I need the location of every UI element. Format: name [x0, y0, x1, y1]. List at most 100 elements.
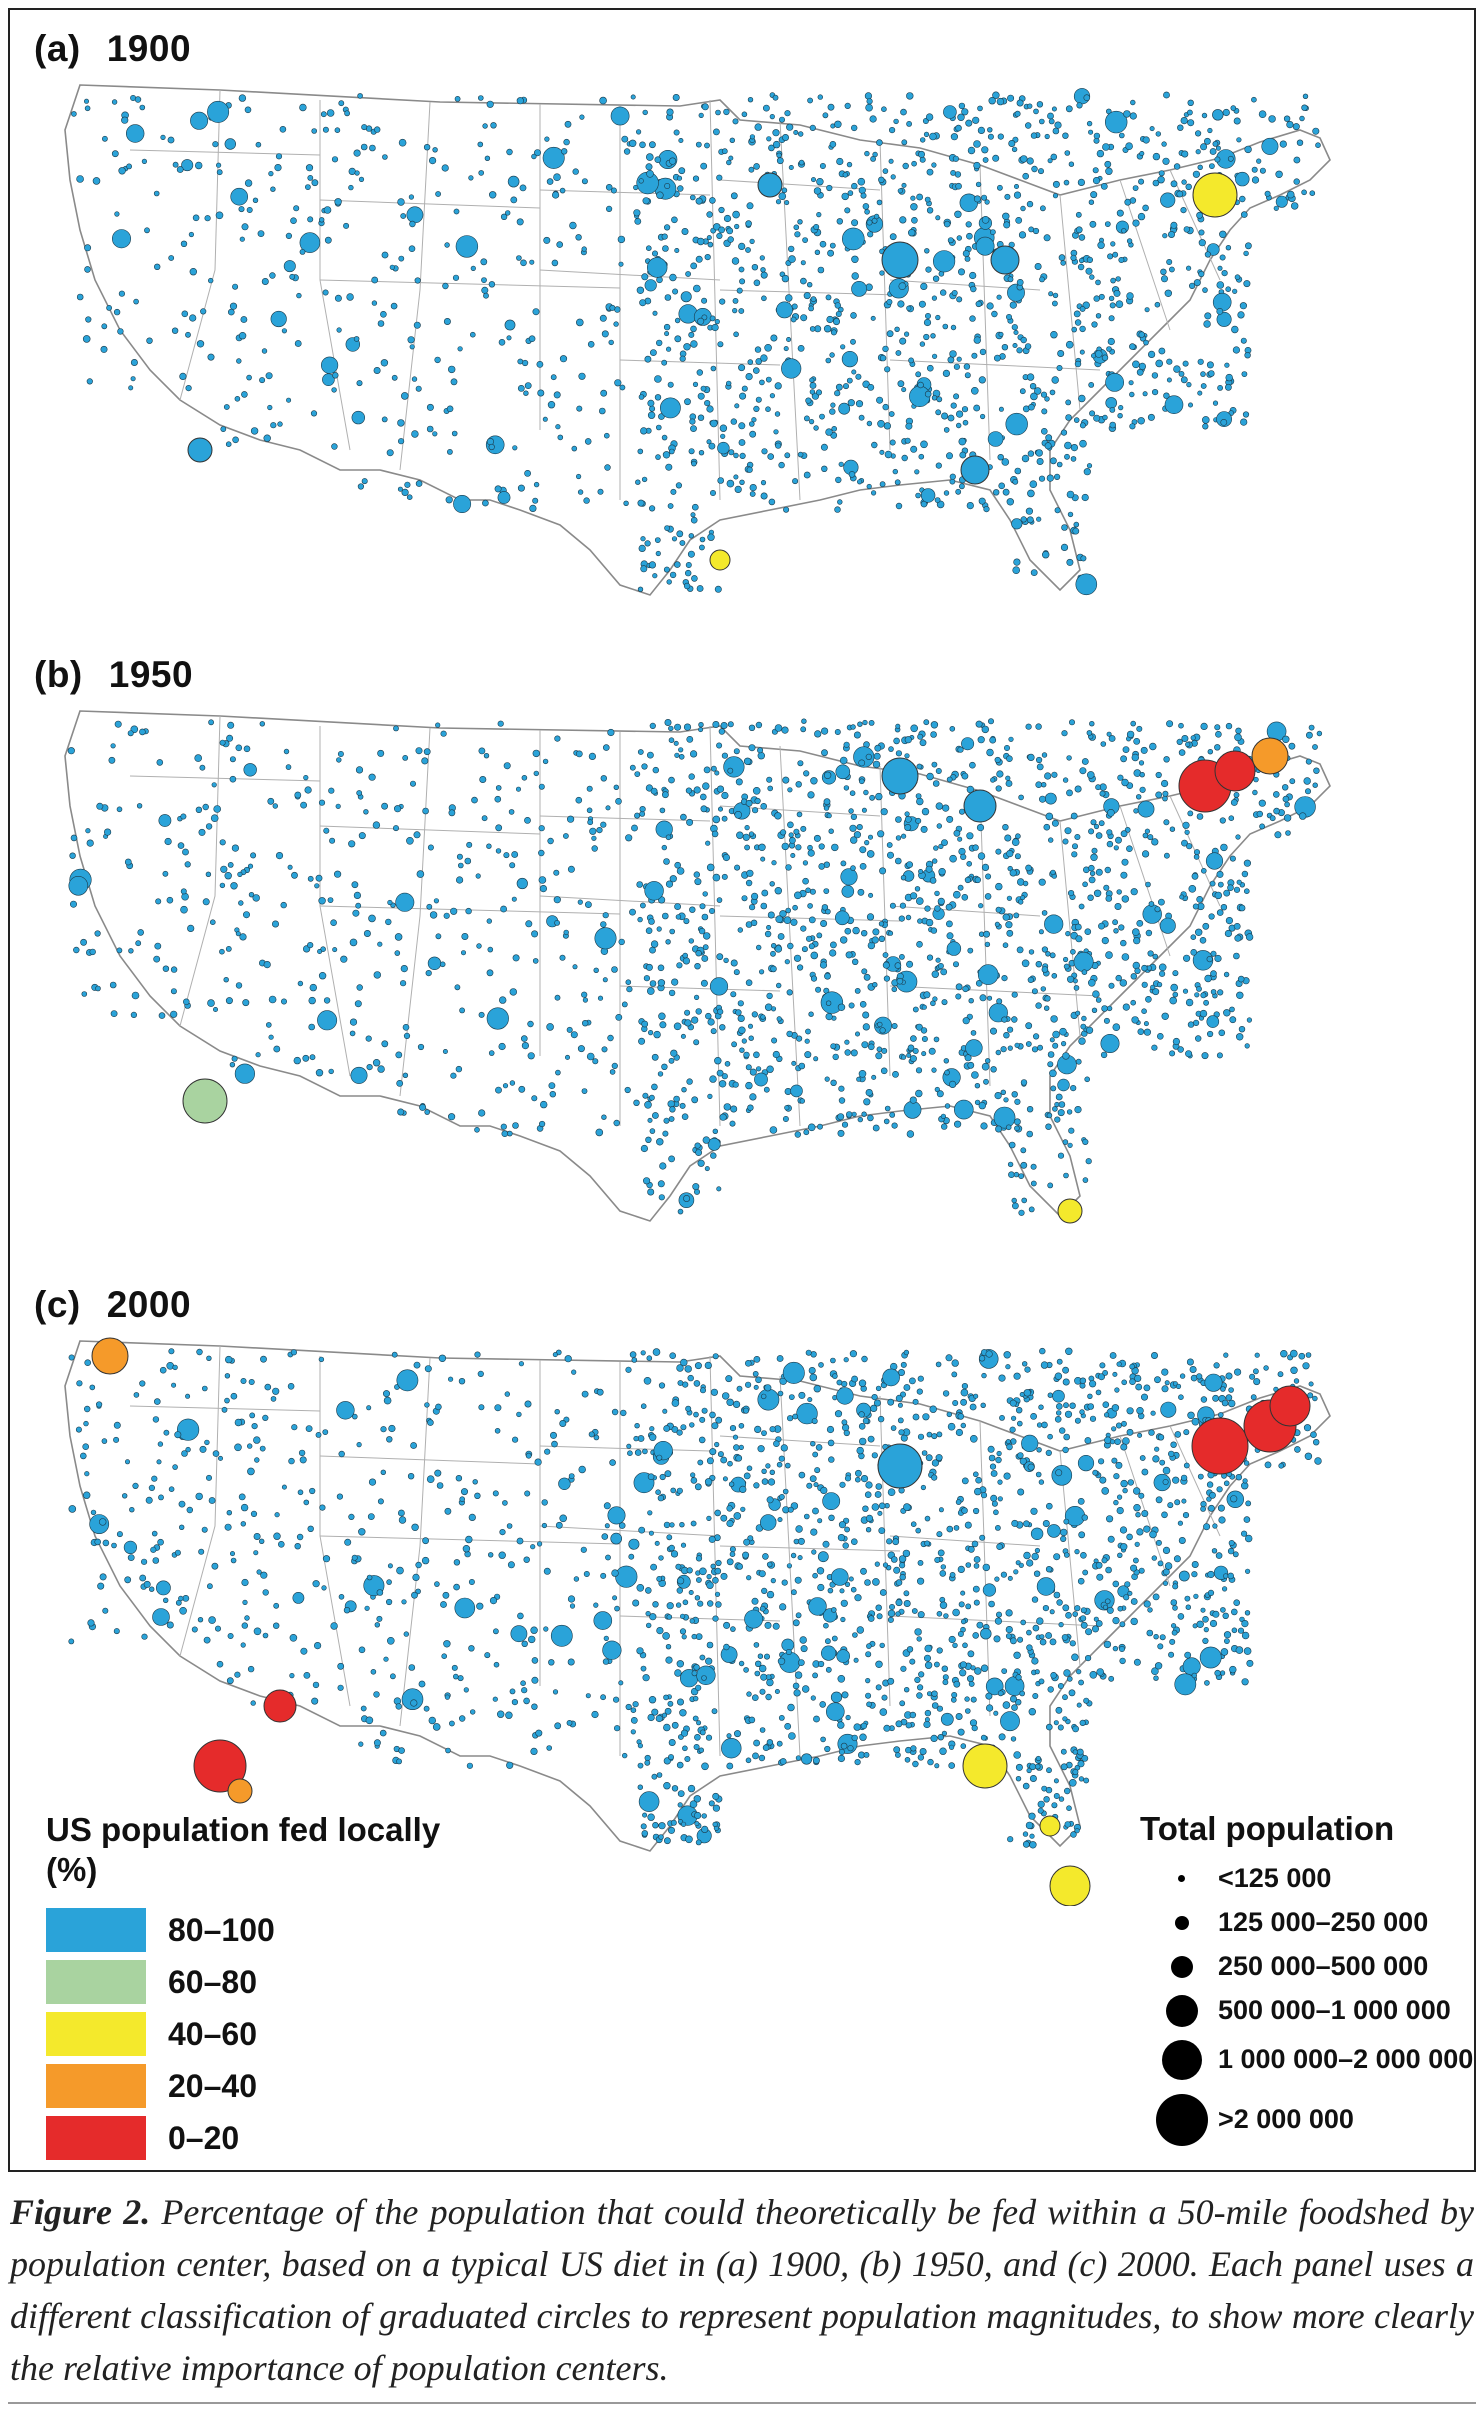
- population-center-dot: [899, 337, 907, 345]
- population-center-dot: [784, 110, 791, 117]
- population-center-dot: [1008, 1171, 1015, 1179]
- population-center-dot: [1055, 1469, 1063, 1477]
- population-center-dot: [220, 865, 228, 873]
- population-center-dot: [224, 872, 232, 880]
- population-center-dot: [235, 931, 241, 937]
- population-center-dot: [1154, 301, 1161, 308]
- population-center-dot: [817, 1583, 825, 1592]
- population-center-dot: [548, 1659, 555, 1666]
- population-center-dot: [285, 764, 292, 770]
- population-center-dot: [941, 412, 949, 420]
- population-center-dot: [1293, 178, 1300, 185]
- population-center-dot: [709, 1075, 717, 1083]
- population-center-dot: [1079, 349, 1085, 355]
- population-center-dot: [1178, 749, 1186, 756]
- population-center-dot: [1123, 1594, 1130, 1601]
- population-center-dot: [1014, 1699, 1022, 1706]
- population-center-dot: [1028, 403, 1035, 411]
- population-center-dot: [805, 935, 813, 942]
- population-center-dot: [1184, 829, 1190, 835]
- population-center-dot: [793, 954, 802, 962]
- population-center-dot: [690, 340, 698, 348]
- population-center-dot: [607, 1034, 614, 1042]
- population-center-dot: [693, 1039, 700, 1046]
- population-center-dot: [1047, 158, 1053, 164]
- state-border: [889, 359, 1101, 371]
- population-center-dot: [1296, 139, 1304, 146]
- population-center-dot: [664, 331, 670, 337]
- population-center-dot: [837, 1754, 846, 1763]
- population-center-dot: [794, 1131, 801, 1138]
- population-center-dot: [1273, 807, 1280, 815]
- population-center-dot: [613, 784, 619, 791]
- population-center-dot: [337, 751, 344, 758]
- population-center-dot: [185, 331, 191, 338]
- population-center-dot: [650, 1563, 657, 1571]
- population-center-dot: [1214, 156, 1221, 163]
- population-center-dot: [841, 227, 865, 251]
- population-center-dot: [259, 377, 266, 384]
- population-center-dot: [1195, 149, 1201, 155]
- population-center-dot: [251, 1423, 258, 1430]
- population-center-dot: [790, 1084, 803, 1098]
- population-center-dot: [450, 907, 458, 915]
- population-center-dot: [1224, 929, 1232, 938]
- population-center-dot: [769, 881, 775, 887]
- population-center-dot: [569, 221, 577, 230]
- population-center-dot: [1238, 904, 1246, 912]
- population-center-dot: [712, 815, 721, 824]
- population-center-dot: [691, 1096, 699, 1104]
- population-center-dot: [909, 892, 918, 900]
- population-center-dot: [439, 961, 446, 968]
- population-center-dot: [683, 582, 691, 590]
- population-center-dot: [764, 1003, 773, 1011]
- population-center-dot: [690, 425, 697, 432]
- population-center-dot: [1060, 429, 1068, 436]
- population-center-dot: [884, 366, 891, 373]
- population-center-dot: [989, 1463, 997, 1470]
- population-center-dot: [980, 1664, 989, 1672]
- population-center-dot: [1275, 170, 1283, 179]
- population-center-dot: [487, 946, 494, 953]
- population-center-dot: [185, 385, 192, 392]
- population-center-dot: [802, 877, 809, 885]
- population-center-dot: [998, 331, 1004, 337]
- population-center-dot: [706, 211, 713, 218]
- population-center-dot: [578, 1465, 586, 1474]
- population-center-dot: [820, 991, 844, 1014]
- population-center-dot: [1025, 507, 1034, 515]
- population-center-dot: [1028, 1812, 1036, 1820]
- population-center-dot: [851, 182, 858, 190]
- population-center-dot: [770, 965, 777, 973]
- population-center-dot: [721, 791, 729, 800]
- population-center-dot: [984, 1058, 991, 1064]
- population-center-dot: [95, 985, 101, 992]
- population-center-dot: [972, 1632, 980, 1639]
- population-center-dot: [1200, 1501, 1207, 1508]
- population-center-dot: [386, 1636, 395, 1645]
- population-center-dot: [1089, 220, 1097, 228]
- population-center-dot: [1251, 176, 1260, 184]
- population-center-dot: [776, 152, 782, 159]
- population-center-dot: [1190, 948, 1197, 956]
- population-center-dot: [1157, 1032, 1164, 1040]
- population-center-dot: [1012, 566, 1021, 575]
- population-center-dot: [816, 212, 822, 218]
- population-center-dot: [889, 233, 897, 241]
- population-center-dot: [969, 271, 977, 280]
- population-center-dot: [67, 747, 75, 755]
- population-center-dot: [603, 1635, 609, 1642]
- population-center-dot: [1101, 1005, 1108, 1012]
- population-center-dot: [1115, 300, 1124, 309]
- population-center-dot: [1193, 1593, 1199, 1599]
- population-center-dot: [1204, 1680, 1210, 1686]
- population-center-dot: [699, 544, 705, 551]
- population-center-dot: [814, 1467, 821, 1474]
- population-center-dot: [747, 359, 754, 365]
- population-center-dot: [543, 236, 551, 244]
- population-center-dot: [207, 353, 215, 361]
- population-center-dot: [538, 876, 547, 884]
- population-center-dot: [783, 346, 789, 352]
- population-center-dot: [765, 376, 772, 383]
- population-center-dot: [677, 1208, 684, 1215]
